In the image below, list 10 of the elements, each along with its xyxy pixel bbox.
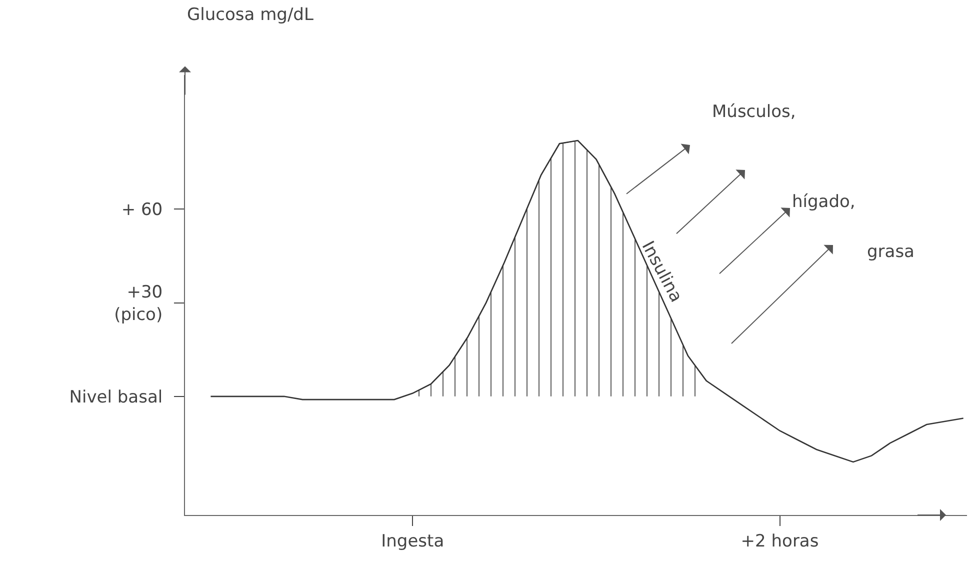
line-series (210, 140, 964, 463)
annotation: hígado, (792, 192, 856, 212)
annotation: grasa (867, 242, 914, 262)
y-tick-label: + 60 (121, 200, 163, 220)
annotation: Músculos, (712, 102, 796, 122)
x-tick-label: +2 horas (740, 531, 819, 552)
x-tick-label: Ingesta (381, 531, 444, 552)
y-axis-title: Glucosa mg/dL (187, 5, 314, 25)
y-tick-label: Nivel basal (69, 387, 163, 408)
y-tick-label: +30 (pico) (114, 282, 163, 325)
